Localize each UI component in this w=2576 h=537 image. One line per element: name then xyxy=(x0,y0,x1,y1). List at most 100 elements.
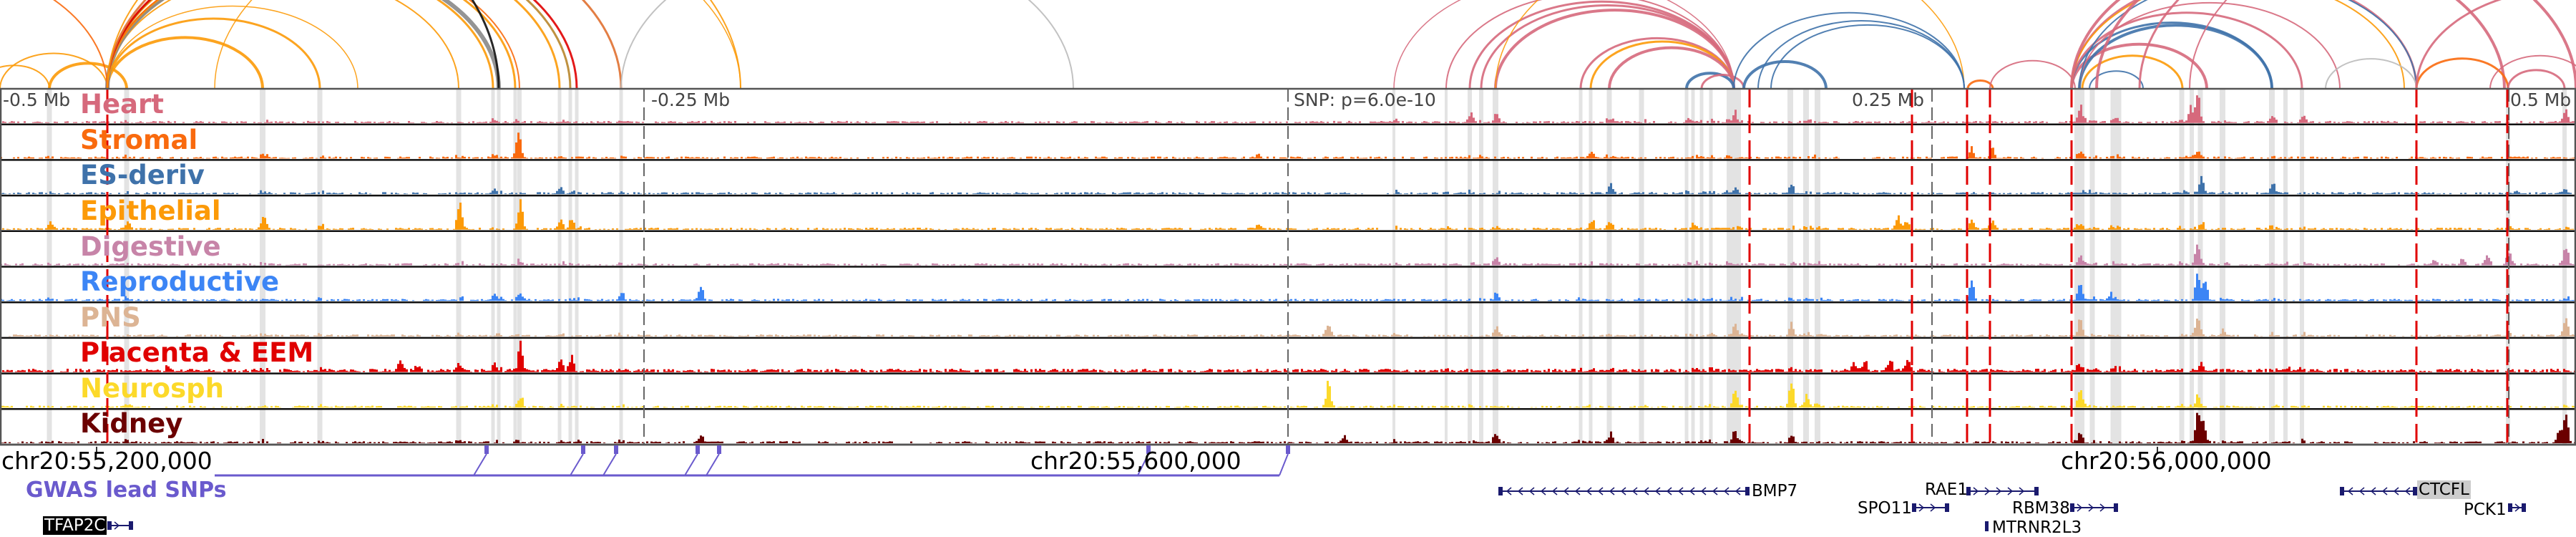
signal-stromal xyxy=(0,132,2576,159)
interaction-arc xyxy=(106,17,321,89)
interaction-arc xyxy=(471,0,500,89)
gene-model-spo11[interactable] xyxy=(1912,503,1949,512)
interaction-arc xyxy=(2070,0,2506,89)
interaction-arc xyxy=(1989,59,2076,89)
interaction-arc xyxy=(107,0,520,89)
interaction-arc xyxy=(105,0,501,89)
gene-model-bmp7[interactable] xyxy=(1498,487,1750,495)
track-label-heart: Heart xyxy=(80,89,164,120)
track-label-reproductive: Reproductive xyxy=(80,266,280,297)
interaction-arc xyxy=(1757,19,1965,89)
interaction-arc xyxy=(1495,0,1965,89)
interaction-arc xyxy=(106,0,578,89)
gene-label: PCK1 xyxy=(2464,500,2507,519)
interaction-arc xyxy=(106,36,264,89)
gene-model-ctcfl[interactable] xyxy=(2340,487,2417,495)
interaction-arc xyxy=(2138,0,2180,89)
interaction-arc xyxy=(1770,24,1965,89)
gene-mtrnr2l3[interactable]: MTRNR2L3 xyxy=(1992,518,2082,537)
interaction-arc xyxy=(2415,0,2502,89)
signal-tracks-panel xyxy=(0,87,2576,446)
gene-label: CTCFL xyxy=(2417,480,2471,499)
interaction-arc xyxy=(2079,0,2417,89)
gene-label: TFAP2C xyxy=(43,516,107,535)
gene-label: BMP7 xyxy=(1752,482,1798,500)
interaction-arc xyxy=(2189,0,2228,89)
gene-pck1[interactable]: PCK1 xyxy=(2464,500,2507,519)
track-label-es-deriv: ES-deriv xyxy=(80,160,205,190)
gene-model-rbm38[interactable] xyxy=(2070,503,2118,512)
gwas-snp-connector xyxy=(1279,453,1289,476)
interaction-arc xyxy=(2071,0,2405,89)
panel-border xyxy=(0,87,2576,446)
signal-es-deriv xyxy=(0,175,2572,195)
gwas-snp-connector xyxy=(684,453,698,476)
axis-label-minus-0.25mb: -0.25 Mb xyxy=(651,90,731,110)
gwas-snp-connector xyxy=(570,453,584,476)
interaction-arc xyxy=(1579,37,1735,89)
interaction-arc xyxy=(1445,0,1735,89)
gene-model-mtrnr2l3 xyxy=(1985,521,1989,531)
gene-rbm38[interactable]: RBM38 xyxy=(2012,499,2070,518)
interaction-arc xyxy=(106,0,623,89)
interaction-arc xyxy=(107,0,741,89)
annotation-area xyxy=(96,445,2526,531)
gwas-snp-marker xyxy=(1146,445,1151,454)
snp-pvalue-label: SNP: p=6.0e-10 xyxy=(1294,90,1436,110)
coordinate-label-56000000: chr20:56,000,000 xyxy=(2061,447,2272,475)
interaction-arc xyxy=(2489,54,2576,89)
interaction-arc xyxy=(48,62,128,89)
interaction-arc xyxy=(107,5,358,89)
gene-model-tfap2c[interactable] xyxy=(107,521,133,530)
interaction-arc xyxy=(0,64,50,89)
gwas-snp-marker xyxy=(484,445,489,454)
interaction-arc xyxy=(1393,0,1735,89)
gwas-snp-marker xyxy=(1286,445,1290,454)
interaction-arc xyxy=(1700,74,1745,89)
interaction-arc xyxy=(52,0,108,89)
gene-rae1[interactable]: RAE1 xyxy=(1925,480,1968,499)
gene-model-pck1[interactable] xyxy=(2508,503,2526,512)
interaction-arc xyxy=(106,0,494,89)
gene-label: RBM38 xyxy=(2012,499,2070,518)
interaction-arc xyxy=(2078,24,2273,89)
gene-label: MTRNR2L3 xyxy=(1992,518,2082,537)
gwas-snp-marker xyxy=(717,445,721,454)
interaction-arc xyxy=(2095,0,2576,89)
interaction-arc xyxy=(214,0,741,89)
axis-label-minus-0.5mb: -0.5 Mb xyxy=(3,90,71,110)
gene-label: RAE1 xyxy=(1925,480,1968,499)
interaction-arc xyxy=(620,0,1074,89)
interaction-arc xyxy=(1494,9,1735,89)
gene-spo11[interactable]: SPO11 xyxy=(1858,499,1912,518)
gene-bmp7[interactable]: BMP7 xyxy=(1752,482,1797,500)
gene-tfap2c[interactable]: TFAP2C xyxy=(43,516,107,535)
gwas-snp-connector xyxy=(602,453,617,476)
axis-label-0.25mb: 0.25 Mb xyxy=(1852,90,1925,110)
track-label-neurosph: Neurosph xyxy=(80,373,224,404)
track-label-epithelial: Epithelial xyxy=(80,195,221,226)
gwas-snp-connector xyxy=(706,453,720,476)
interaction-arc xyxy=(0,52,108,89)
interaction-arc xyxy=(1685,72,1735,89)
gene-model-rae1[interactable] xyxy=(1966,487,2039,495)
signal-pns xyxy=(9,318,2576,337)
gwas-snp-connector xyxy=(473,453,487,476)
interaction-arc xyxy=(1966,79,1994,89)
interaction-arc xyxy=(2325,58,2417,89)
gwas-snp-marker xyxy=(696,445,700,454)
track-label-pns: PNS xyxy=(80,302,141,333)
interaction-arc xyxy=(2070,11,2303,89)
interaction-arcs xyxy=(0,0,2576,89)
gene-label: SPO11 xyxy=(1858,499,1912,518)
interaction-arc xyxy=(2081,54,2184,89)
gwas-snp-marker xyxy=(614,445,618,454)
coordinate-label-55200000: chr20:55,200,000 xyxy=(1,447,213,475)
gene-ctcfl[interactable]: CTCFL xyxy=(2417,480,2471,499)
axis-label-0.5mb: 0.5 Mb xyxy=(2510,90,2572,110)
gwas-snp-marker xyxy=(581,445,585,454)
interaction-arc xyxy=(2070,42,2208,89)
interaction-arc xyxy=(1608,46,1735,89)
interaction-arc xyxy=(1742,60,1828,89)
track-label-stromal: Stromal xyxy=(80,125,198,155)
